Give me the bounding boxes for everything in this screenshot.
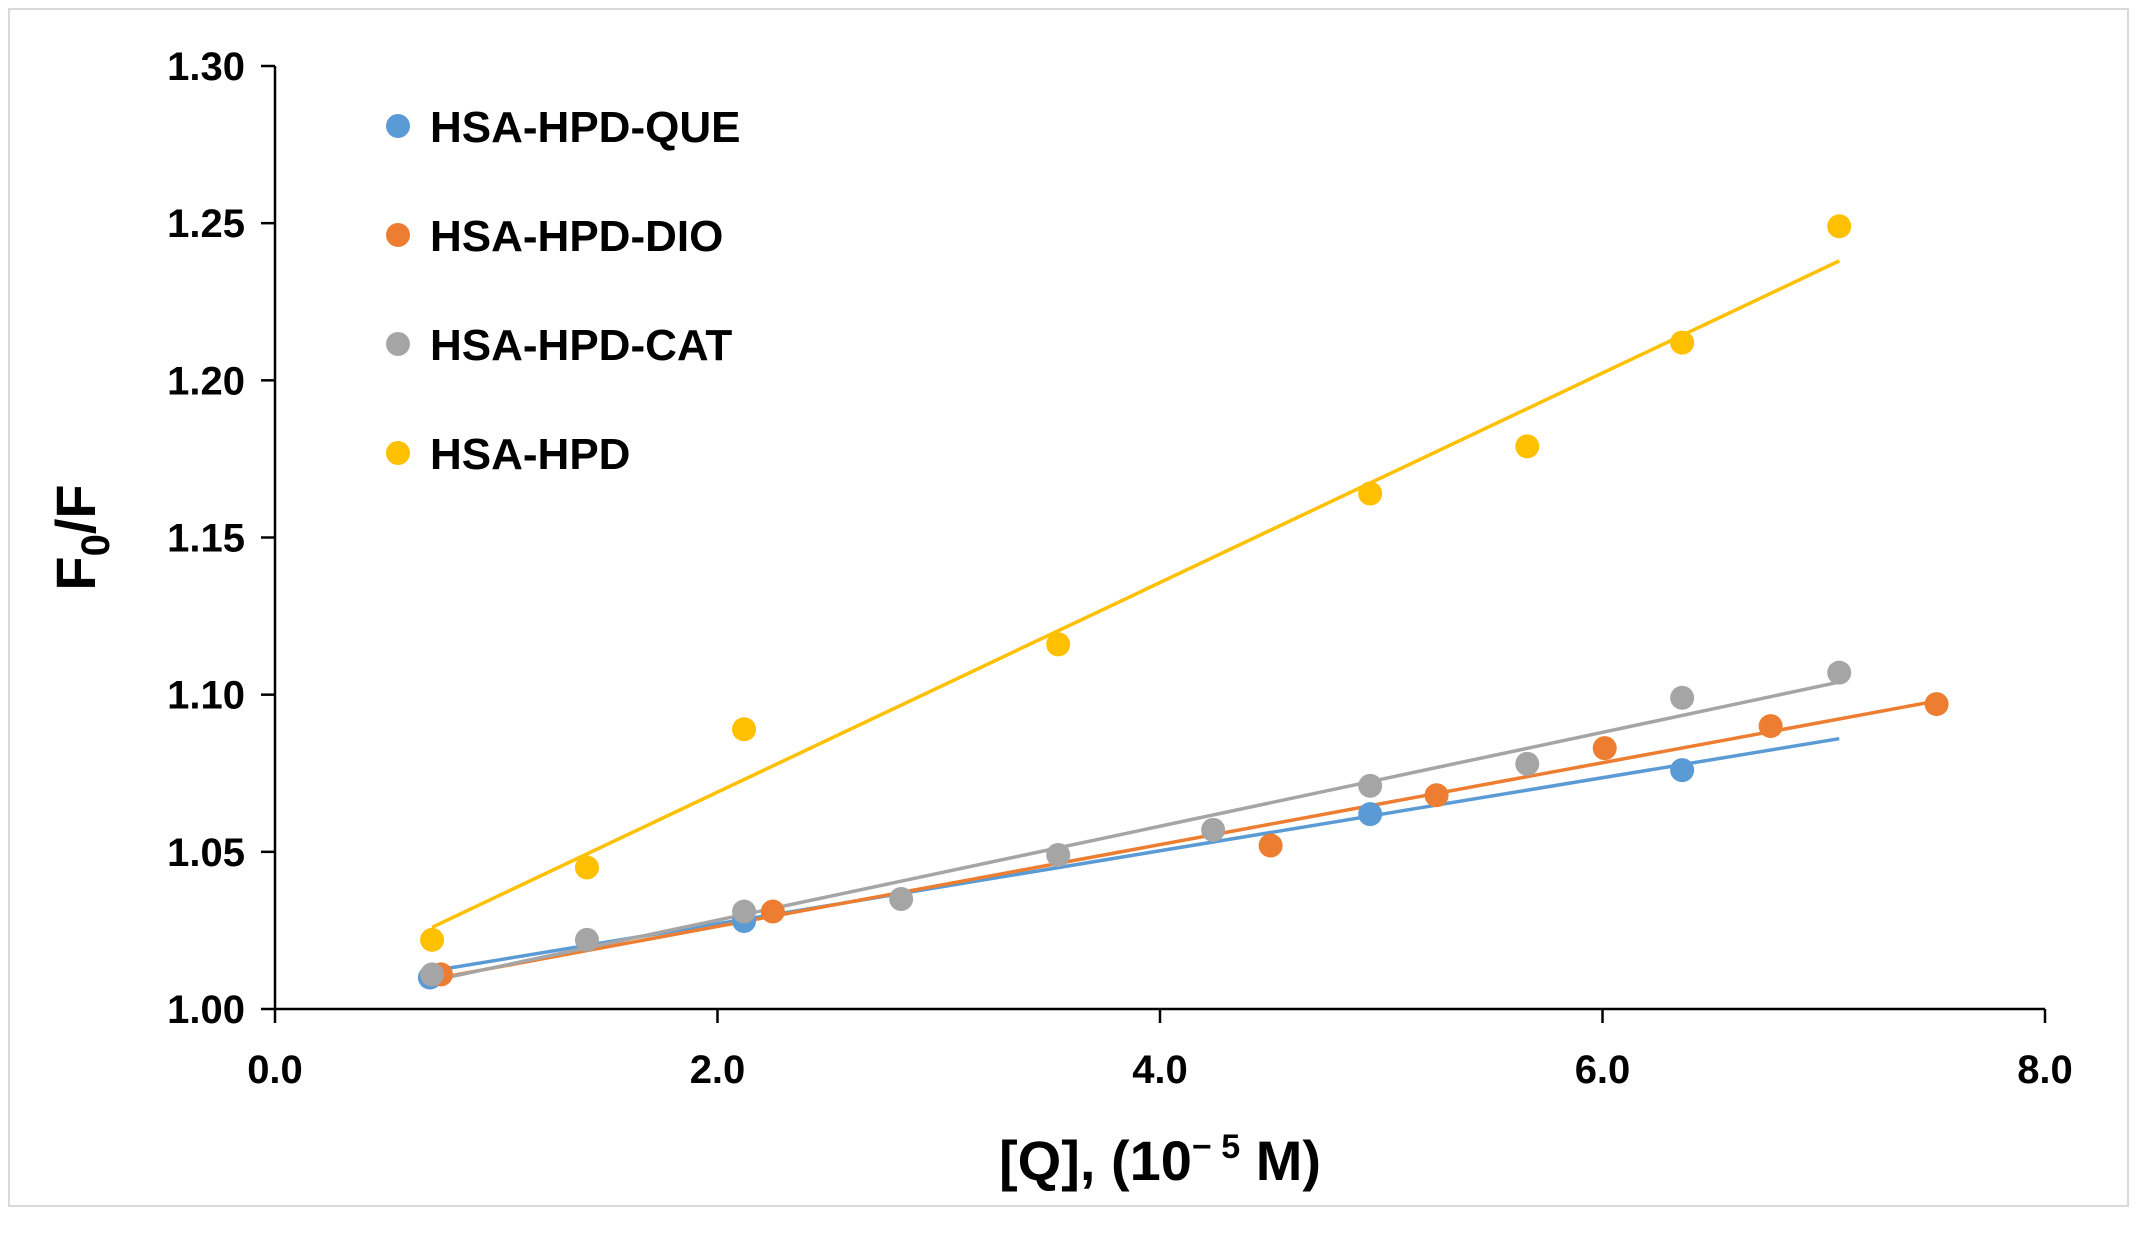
chart-frame: [8, 8, 2129, 1207]
data-point-hsa-hpd-cat: [732, 899, 757, 924]
data-point-hsa-hpd-dio: [1258, 833, 1283, 858]
data-point-hsa-hpd: [1358, 481, 1383, 506]
data-point-hsa-hpd-cat: [1358, 773, 1383, 798]
data-point-hsa-hpd-dio: [1924, 692, 1949, 717]
x-tick-label: 0.0: [247, 1048, 303, 1092]
legend-marker-hsa-hpd-cat: [386, 332, 410, 356]
data-point-hsa-hpd-cat: [1670, 685, 1695, 710]
data-point-hsa-hpd: [732, 717, 757, 742]
legend-label: HSA-HPD: [430, 430, 630, 479]
data-point-hsa-hpd-dio: [1758, 714, 1783, 739]
legend-label: HSA-HPD-CAT: [430, 321, 732, 370]
data-point-hsa-hpd-que: [1670, 758, 1695, 783]
legend-marker-hsa-hpd-dio: [386, 223, 410, 247]
data-point-hsa-hpd-cat: [1046, 842, 1071, 867]
y-tick-label: 1.15: [167, 517, 245, 561]
y-tick-label: 1.25: [167, 202, 245, 246]
trendlines: [429, 259, 1937, 983]
legend-label: HSA-HPD-DIO: [430, 212, 723, 261]
data-point-hsa-hpd: [1046, 632, 1071, 657]
legend-marker-hsa-hpd: [386, 441, 410, 465]
y-tick-label: 1.05: [167, 831, 245, 875]
data-point-hsa-hpd-cat: [1827, 660, 1852, 685]
data-point-hsa-hpd-dio: [760, 899, 785, 924]
x-tick-label: 8.0: [2017, 1048, 2073, 1092]
legend-label: HSA-HPD-QUE: [430, 103, 740, 152]
x-tick-label: 4.0: [1132, 1048, 1188, 1092]
data-point-hsa-hpd-cat: [420, 962, 445, 987]
data-point-hsa-hpd-cat: [1515, 751, 1540, 776]
data-points: [417, 214, 1949, 990]
data-point-hsa-hpd: [1670, 330, 1695, 355]
legend: HSA-HPD-QUE HSA-HPD-DIO HSA-HPD-CAT HSA-HPD: [386, 103, 740, 479]
x-tick-label: 2.0: [690, 1048, 746, 1092]
y-tick-label: 1.20: [167, 359, 245, 403]
data-point-hsa-hpd-cat: [574, 927, 599, 952]
data-point-hsa-hpd: [574, 855, 599, 880]
y-tick-label: 1.30: [167, 45, 245, 89]
data-point-hsa-hpd-cat: [1201, 817, 1226, 842]
data-point-hsa-hpd: [1515, 434, 1540, 459]
data-point-hsa-hpd: [1827, 214, 1852, 239]
trendline-hsa-hpd: [431, 259, 1840, 929]
y-axis-title: F0/F: [44, 484, 118, 590]
x-tick-label: 6.0: [1575, 1048, 1631, 1092]
y-tick-label: 1.10: [167, 674, 245, 718]
data-point-hsa-hpd-que: [1358, 802, 1383, 827]
data-point-hsa-hpd-cat: [889, 886, 914, 911]
legend-marker-hsa-hpd-que: [386, 114, 410, 138]
y-tick-label: 1.00: [167, 988, 245, 1032]
axes: 1.00 1.05 1.10 1.15 1.20 1.25 1.30 0.0 2.0 4.0 6.0…: [167, 45, 2073, 1092]
data-point-hsa-hpd-dio: [1424, 783, 1449, 808]
trendline-hsa-hpd-cat: [431, 680, 1840, 983]
x-axis-title: [Q], (10− 5 M): [999, 1128, 1321, 1192]
data-point-hsa-hpd: [420, 927, 445, 952]
axis-titles: [Q], (10− 5 M) F0/F: [44, 484, 1321, 1192]
data-point-hsa-hpd-dio: [1592, 736, 1617, 761]
trendline-hsa-hpd-dio: [440, 699, 1937, 980]
